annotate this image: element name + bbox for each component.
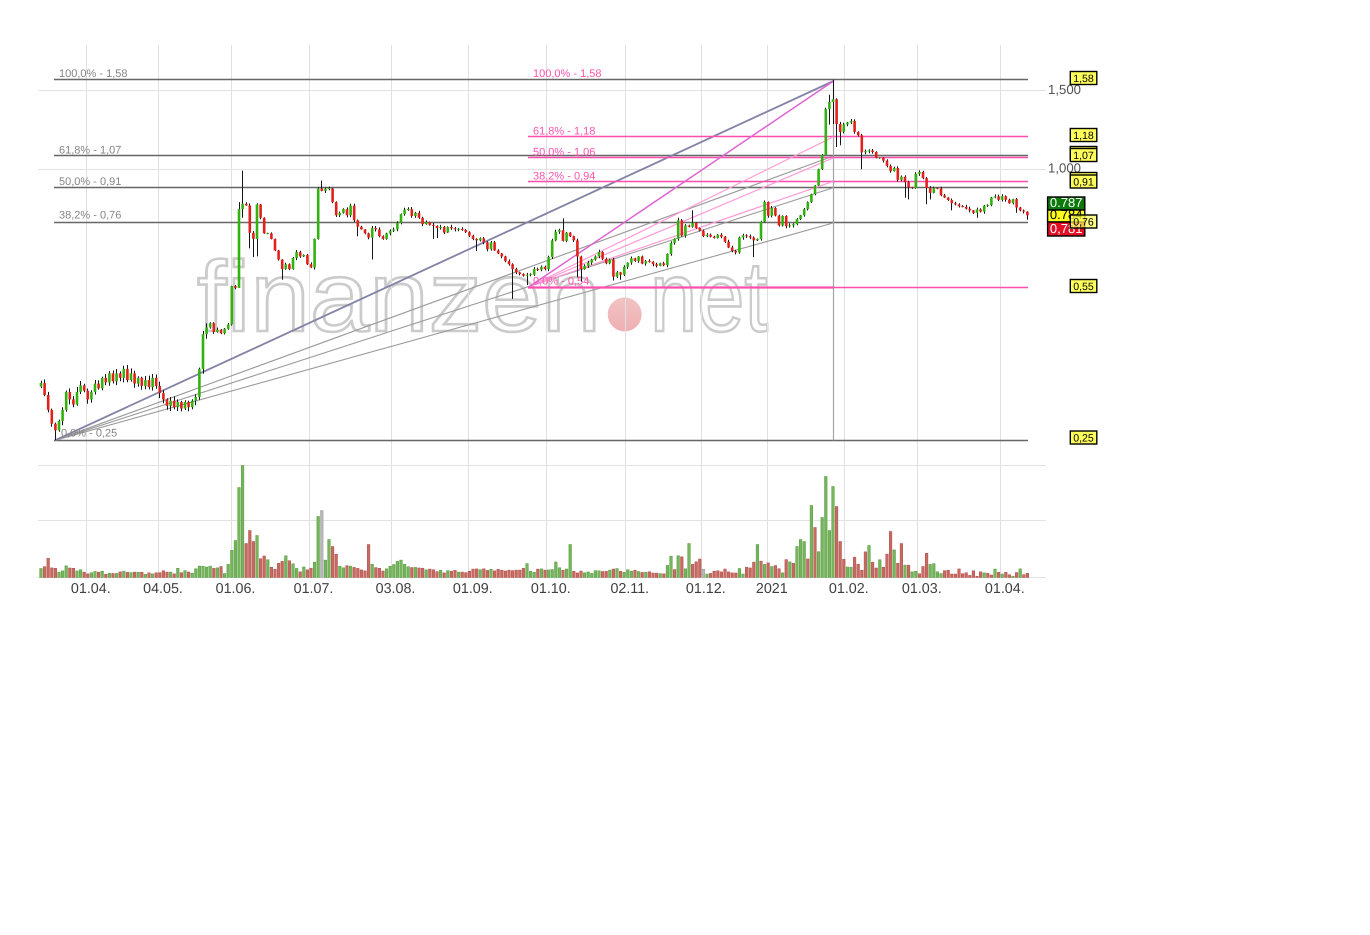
svg-text:0,55: 0,55	[1073, 281, 1094, 293]
svg-text:0,76: 0,76	[1073, 216, 1094, 228]
svg-text:50,0% - 1,06: 50,0% - 1,06	[533, 146, 595, 158]
svg-text:01.12.: 01.12.	[686, 581, 726, 597]
svg-text:1,58: 1,58	[1073, 73, 1094, 85]
svg-text:100,0% - 1,58: 100,0% - 1,58	[533, 68, 602, 80]
svg-text:02.11.: 02.11.	[610, 581, 649, 597]
svg-text:01.06.: 01.06.	[216, 581, 256, 597]
svg-text:1,500: 1,500	[1048, 82, 1081, 97]
svg-text:01.04.: 01.04.	[985, 581, 1025, 597]
svg-text:net: net	[650, 241, 768, 353]
svg-text:50,0% - 0,91: 50,0% - 0,91	[59, 176, 121, 188]
svg-text:0,0% - 0,25: 0,0% - 0,25	[61, 428, 117, 440]
svg-text:01.09.: 01.09.	[453, 581, 493, 597]
svg-text:61,8% - 1,18: 61,8% - 1,18	[533, 125, 595, 137]
svg-text:100,0% - 1,58: 100,0% - 1,58	[59, 68, 128, 80]
svg-text:03.08.: 03.08.	[376, 581, 416, 597]
svg-text:0.787: 0.787	[1050, 195, 1083, 210]
svg-text:61,8% - 1,07: 61,8% - 1,07	[59, 145, 121, 157]
svg-text:0,0% - 0,54: 0,0% - 0,54	[533, 275, 589, 287]
svg-text:38,2% - 0,94: 38,2% - 0,94	[533, 170, 595, 182]
svg-text:04.05.: 04.05.	[143, 581, 183, 597]
svg-text:1,07: 1,07	[1073, 150, 1094, 162]
svg-text:1,18: 1,18	[1073, 130, 1094, 142]
svg-text:01.07.: 01.07.	[294, 581, 334, 597]
svg-text:01.03.: 01.03.	[902, 581, 942, 597]
svg-text:01.04.: 01.04.	[71, 581, 111, 597]
svg-text:0,25: 0,25	[1073, 432, 1094, 444]
svg-text:finanzen: finanzen	[197, 241, 601, 353]
svg-text:01.10.: 01.10.	[531, 581, 571, 597]
svg-text:0,91: 0,91	[1073, 176, 1094, 188]
svg-text:2021: 2021	[756, 581, 788, 597]
svg-text:38,2% - 0,76: 38,2% - 0,76	[59, 209, 121, 221]
svg-text:01.02.: 01.02.	[829, 581, 869, 597]
